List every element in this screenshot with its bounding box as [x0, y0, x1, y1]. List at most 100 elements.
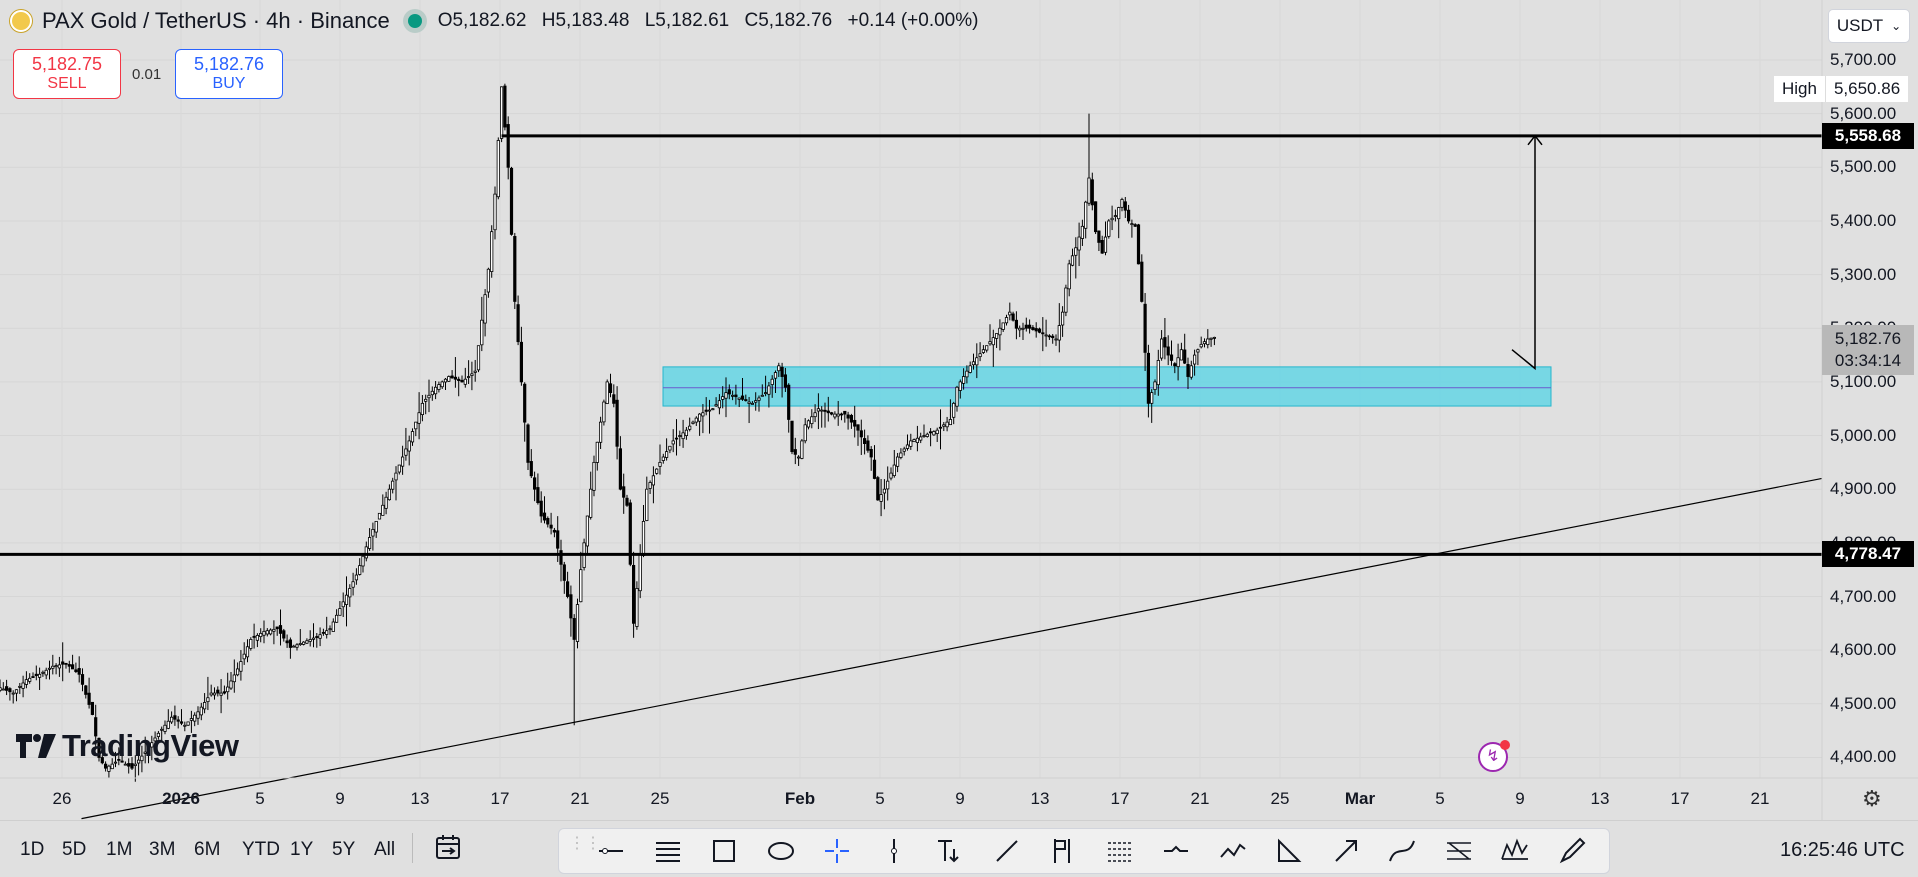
candle — [955, 385, 959, 412]
candle-body — [674, 437, 679, 440]
candle — [1136, 223, 1141, 265]
candle — [407, 435, 411, 466]
currency-selector[interactable]: USDT ⌄ — [1828, 9, 1910, 43]
candle — [800, 438, 804, 460]
curve-icon[interactable] — [1386, 835, 1418, 867]
candle-body — [14, 689, 19, 694]
candle — [1130, 219, 1134, 238]
candle — [1196, 348, 1200, 366]
candle-body — [1084, 201, 1088, 229]
vertical-line-icon[interactable] — [878, 835, 910, 867]
pitchfork-icon[interactable] — [1443, 835, 1475, 867]
text-anchor-icon[interactable] — [934, 835, 966, 867]
range-button-1y[interactable]: 1Y — [290, 839, 314, 860]
lightning-icon[interactable]: ↯ — [1478, 740, 1510, 772]
candle — [816, 393, 821, 430]
parallel-lines-icon[interactable] — [652, 835, 684, 867]
candle-body — [31, 676, 35, 678]
high-label: High — [1774, 76, 1826, 102]
buy-button[interactable]: 5,182.76 BUY — [175, 49, 283, 99]
range-button-5y[interactable]: 5Y — [332, 839, 356, 860]
candle — [1100, 235, 1104, 254]
candle — [285, 634, 289, 648]
candle-body — [635, 588, 639, 627]
range-button-6m[interactable]: 6M — [194, 839, 221, 860]
candle — [909, 433, 913, 450]
pattern-icon[interactable] — [1499, 835, 1531, 867]
path-icon[interactable] — [1160, 835, 1192, 867]
ellipse-icon[interactable] — [765, 835, 797, 867]
tradingview-logo[interactable]: TradingView — [16, 728, 239, 764]
candle-body — [377, 512, 382, 520]
candle — [546, 516, 550, 528]
candle-body — [783, 374, 788, 388]
candle — [282, 628, 286, 642]
range-button-3m[interactable]: 3M — [149, 839, 176, 860]
candle-body — [1051, 335, 1055, 339]
range-button-1d[interactable]: 1D — [20, 839, 45, 860]
candle-body — [1061, 311, 1065, 326]
drag-grip-icon[interactable]: ⋮⋮ — [569, 835, 601, 852]
ohlc-close: C5,182.76 — [744, 10, 833, 31]
candle — [18, 682, 22, 694]
candle — [150, 735, 154, 761]
crosshair-icon[interactable] — [821, 835, 853, 867]
rectangle-icon[interactable] — [708, 835, 740, 867]
candle-body — [691, 421, 695, 424]
trendline-icon[interactable] — [991, 835, 1023, 867]
candle — [74, 662, 78, 674]
candle — [1021, 322, 1025, 340]
candle-body — [222, 691, 226, 694]
range-button-5d[interactable]: 5D — [62, 839, 87, 860]
candle-body — [480, 319, 484, 346]
candle — [948, 399, 953, 426]
candle — [985, 345, 989, 353]
support-resistance-zone[interactable] — [662, 366, 1552, 407]
candle-body — [698, 413, 702, 422]
candle-body — [909, 440, 913, 447]
candle — [334, 609, 339, 623]
candle — [496, 137, 500, 200]
candle-body — [988, 341, 992, 345]
candle-body — [529, 461, 533, 477]
candle-body — [334, 614, 339, 623]
candle-body — [958, 381, 962, 391]
projection-arrow[interactable] — [1511, 135, 1536, 371]
candle-body — [1001, 322, 1005, 330]
symbol-title[interactable]: PAX Gold / TetherUS · 4h · Binance — [42, 8, 390, 33]
range-button-ytd[interactable]: YTD — [242, 839, 280, 860]
symbol-header[interactable]: PAX Gold / TetherUS · 4h · Binance O5,18… — [10, 8, 988, 34]
horizontal-ray-icon[interactable] — [595, 835, 627, 867]
candle-body — [1160, 338, 1164, 359]
flag-icon[interactable] — [1047, 835, 1079, 867]
candle — [1041, 317, 1045, 352]
ascending-trendline[interactable] — [81, 477, 1823, 820]
candle — [47, 660, 52, 680]
calendar-goto-icon[interactable] — [434, 833, 464, 861]
candle-body — [156, 732, 160, 737]
fib-retracement-icon[interactable] — [1104, 835, 1136, 867]
candle — [905, 434, 910, 451]
candle-body — [209, 692, 213, 696]
candle — [245, 639, 250, 663]
candle — [354, 568, 359, 585]
utc-clock[interactable]: 16:25:46 UTC — [1780, 839, 1905, 861]
range-button-1m[interactable]: 1M — [106, 839, 133, 860]
candle — [153, 731, 157, 754]
sell-button[interactable]: 5,182.75 SELL — [13, 49, 121, 99]
candle — [1047, 334, 1051, 340]
range-button-all[interactable]: All — [374, 839, 396, 860]
candle — [163, 720, 167, 735]
triangle-icon[interactable] — [1273, 835, 1305, 867]
candle-body — [364, 546, 368, 559]
candle — [585, 515, 590, 556]
candle-body — [311, 637, 316, 640]
candle — [259, 628, 263, 643]
brush-icon[interactable] — [1556, 835, 1588, 867]
candle — [863, 429, 867, 455]
candle — [51, 654, 55, 675]
polyline-icon[interactable] — [1217, 835, 1249, 867]
arrow-icon[interactable] — [1330, 835, 1362, 867]
chart-settings-icon[interactable]: ⚙ — [1862, 786, 1882, 811]
price-chart[interactable] — [0, 0, 1918, 820]
